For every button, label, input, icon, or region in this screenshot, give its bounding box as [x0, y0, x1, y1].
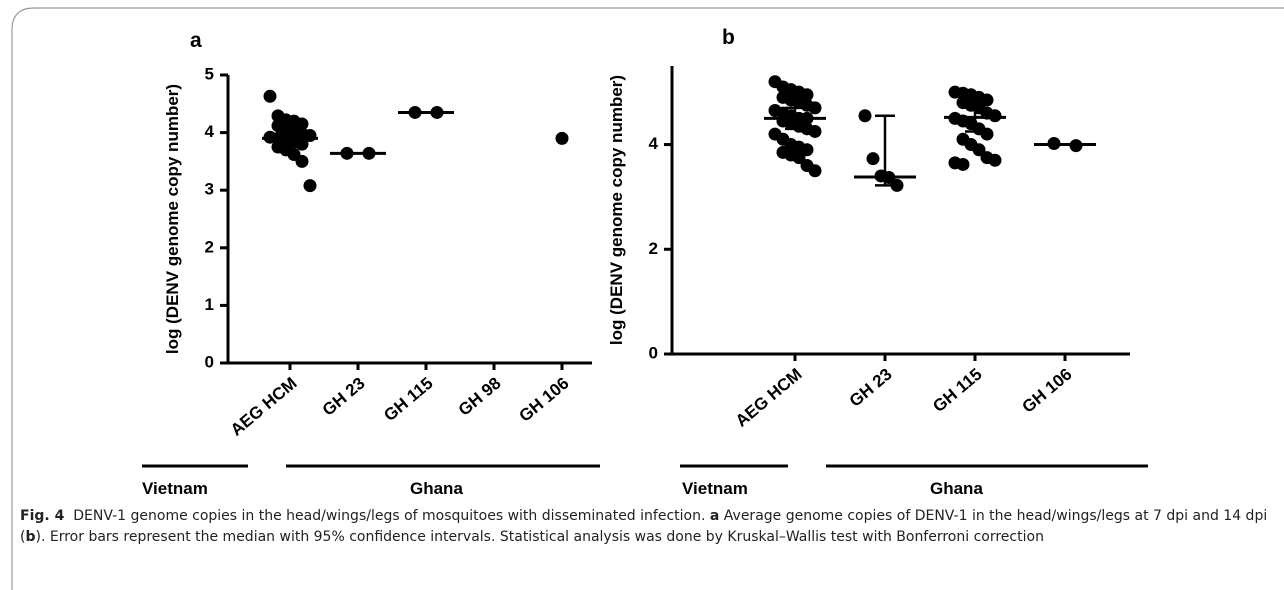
caption-ref: a [709, 508, 720, 524]
data-point [890, 178, 904, 192]
data-point [792, 151, 806, 165]
data-point [800, 88, 814, 102]
y-tick-label: 0 [649, 343, 658, 362]
data-point [808, 164, 822, 178]
x-tick-label: AEG HCM [732, 365, 806, 431]
data-point [303, 179, 317, 193]
x-tick-label: GH 106 [1018, 365, 1075, 417]
data-point [980, 93, 994, 107]
y-tick-label: 4 [205, 122, 215, 141]
caption-ref: b [25, 529, 36, 545]
data-point [555, 131, 569, 145]
data-point [956, 157, 970, 171]
y-tick-label: 0 [205, 352, 214, 371]
y-axis-label: log (DENV genome copy number) [163, 84, 182, 354]
x-tick-label: GH 106 [515, 374, 572, 426]
y-tick-label: 1 [205, 295, 214, 314]
data-point [980, 127, 994, 141]
caption-text: Average genome copies of DENV-1 in the h… [20, 508, 1268, 545]
group-label: Vietnam [682, 479, 748, 498]
x-tick-label: GH 115 [380, 374, 436, 426]
x-tick-label: AEG HCM [227, 374, 301, 440]
panel-label: a [190, 29, 202, 52]
y-tick-label: 2 [205, 237, 214, 256]
x-tick-label: GH 23 [846, 365, 896, 411]
caption-text: DENV-1 genome copies in the head/wings/l… [73, 508, 706, 524]
data-point [295, 154, 309, 168]
x-tick-label: GH 23 [319, 374, 369, 420]
y-tick-label: 2 [649, 239, 658, 258]
data-point [988, 109, 1002, 123]
y-axis-label: log (DENV genome copy number) [607, 75, 626, 345]
caption-label: Fig. 4 [20, 508, 65, 524]
group-label: Vietnam [142, 479, 208, 498]
y-tick-label: 3 [205, 180, 214, 199]
caption-text: ). Error bars represent the median with … [35, 529, 1044, 545]
y-tick-label: 5 [205, 64, 214, 83]
data-point [800, 143, 814, 157]
panel-label: b [722, 26, 735, 49]
y-tick-label: 4 [649, 134, 659, 153]
data-point [988, 153, 1002, 167]
data-point [295, 117, 309, 131]
x-tick-label: GH 98 [455, 374, 505, 420]
data-point [808, 124, 822, 138]
data-point [808, 101, 822, 115]
x-tick-label: GH 115 [929, 365, 985, 417]
data-point [263, 89, 277, 103]
data-point [972, 143, 986, 157]
figure-frame [11, 7, 1284, 590]
data-point [866, 152, 880, 166]
data-point [858, 109, 872, 123]
group-label: Ghana [930, 479, 983, 498]
group-label: Ghana [410, 479, 463, 498]
caption: Fig. 4 DENV-1 genome copies in the head/… [20, 506, 1270, 548]
